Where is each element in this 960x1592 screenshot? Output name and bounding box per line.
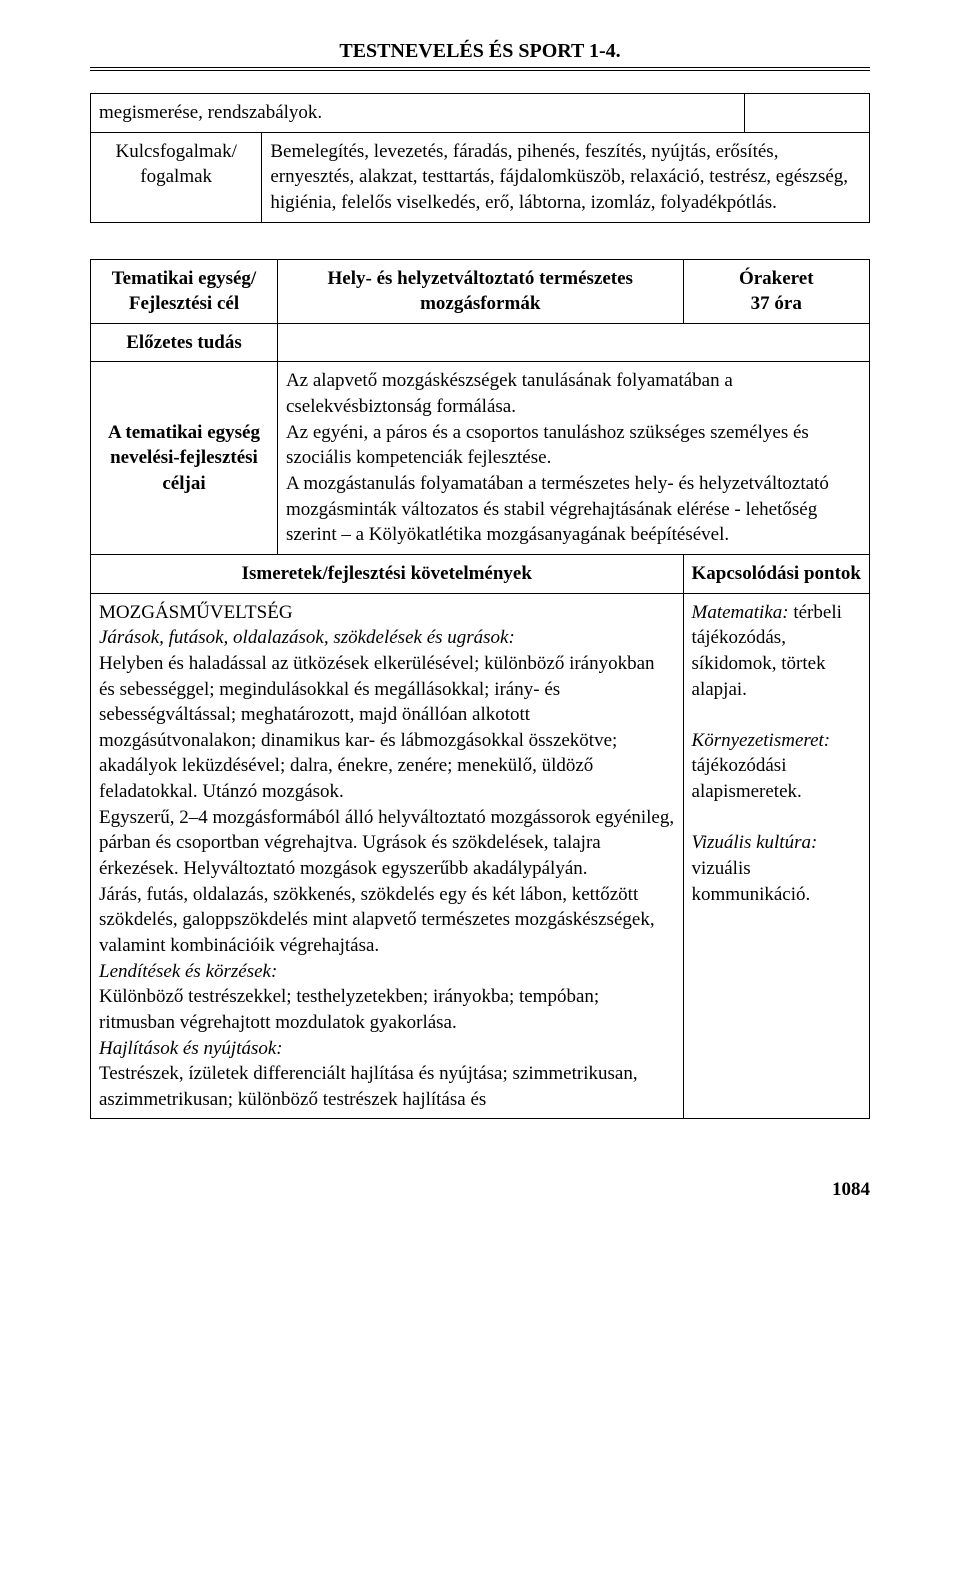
cell-tematikai-label: Tematikai egység/ Fejlesztési cél: [91, 259, 278, 323]
cell-celjai-text: Az alapvető mozgáskészségek tanulásának …: [277, 362, 869, 554]
cell-kapcsolodasi-header: Kapcsolódási pontok: [683, 554, 869, 593]
table-row: Előzetes tudás: [91, 323, 870, 362]
cell-celjai-label: A tematikai egység nevelési-fejlesztési …: [91, 362, 278, 554]
label-matematika: Matematika:: [692, 602, 789, 623]
table-row: A tematikai egység nevelési-fejlesztési …: [91, 362, 870, 554]
cell-ismeretek-header: Ismeretek/fejlesztési követelmények: [91, 554, 684, 593]
cell-blank: [745, 94, 870, 133]
orakeret-label: Órakeret: [739, 268, 814, 289]
table-row: Ismeretek/fejlesztési követelmények Kapc…: [91, 554, 870, 593]
cell-kulcsfogalmak-label: Kulcsfogalmak/ fogalmak: [91, 132, 262, 222]
cell-mozgasmuveltseg: MOZGÁSMŰVELTSÉG Járások, futások, oldala…: [91, 593, 684, 1119]
cell-megismerese: megismerése, rendszabályok.: [91, 94, 745, 133]
subheading-hajlitasok: Hajlítások és nyújtások:: [99, 1038, 283, 1059]
heading-mozgasmuveltseg: MOZGÁSMŰVELTSÉG: [99, 602, 293, 623]
table-row: Kulcsfogalmak/ fogalmak Bemelegítés, lev…: [91, 132, 870, 222]
cell-tematikai-title: Hely- és helyzetváltoztató természetes m…: [277, 259, 683, 323]
table-tematikai: Tematikai egység/ Fejlesztési cél Hely- …: [90, 259, 870, 1120]
table-kulcsfogalmak: megismerése, rendszabályok. Kulcsfogalma…: [90, 93, 870, 223]
cell-kapcsolodasi-pontok: Matematika: térbeli tájékozódás, síkidom…: [683, 593, 869, 1119]
table-row: Tematikai egység/ Fejlesztési cél Hely- …: [91, 259, 870, 323]
page-title: TESTNEVELÉS ÉS SPORT 1-4.: [90, 40, 870, 71]
text-jaras: Járás, futás, oldalazás, szökkenés, szök…: [99, 884, 655, 956]
label-vizualis: Vizuális kultúra:: [692, 832, 818, 853]
cell-kulcsfogalmak-text: Bemelegítés, levezetés, fáradás, pihenés…: [262, 132, 870, 222]
text-vizualis: vizuális kommunikáció.: [692, 858, 811, 905]
cell-orakeret: Órakeret 37 óra: [683, 259, 869, 323]
table-row: MOZGÁSMŰVELTSÉG Járások, futások, oldala…: [91, 593, 870, 1119]
text-egyszeru: Egyszerű, 2–4 mozgásformából álló helyvá…: [99, 807, 674, 879]
cell-elozetes-text: [277, 323, 869, 362]
cell-elozetes-label: Előzetes tudás: [91, 323, 278, 362]
table-row: megismerése, rendszabályok.: [91, 94, 870, 133]
label-kornyezet: Környezetismeret:: [692, 730, 831, 751]
page-number: 1084: [90, 1179, 870, 1201]
subheading-lenditesek: Lendítések és körzések:: [99, 961, 277, 982]
text-jarasok: Helyben és haladással az ütközések elker…: [99, 653, 655, 802]
orakeret-value: 37 óra: [751, 293, 802, 314]
text-hajlitasok: Testrészek, ízületek differenciált hajlí…: [99, 1063, 638, 1110]
text-lenditesek: Különböző testrészekkel; testhelyzetekbe…: [99, 986, 599, 1033]
subheading-jarasok: Járások, futások, oldalazások, szökdelés…: [99, 627, 515, 648]
text-kornyezet: tájékozódási alapismeretek.: [692, 755, 802, 802]
